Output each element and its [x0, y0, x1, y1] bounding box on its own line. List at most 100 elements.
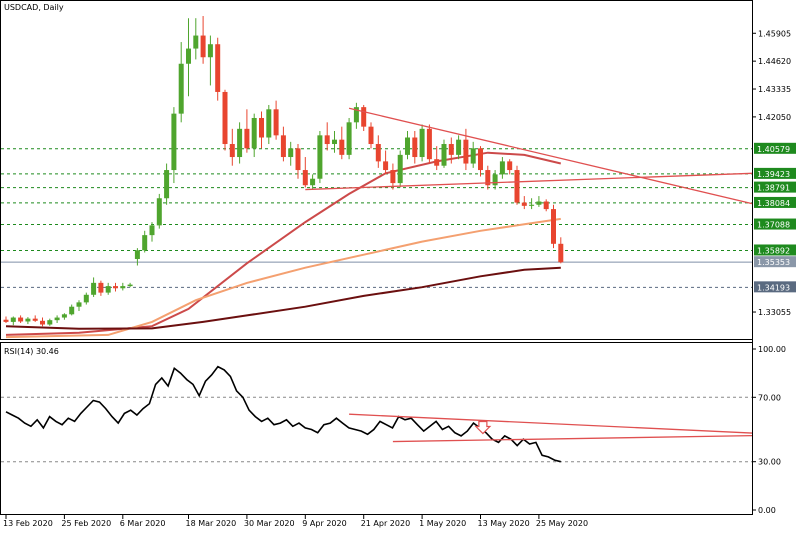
candle-body — [142, 235, 148, 251]
rsi-pane-border — [0, 342, 753, 515]
candle-body — [499, 161, 505, 175]
candle-body — [134, 250, 140, 259]
candle-body — [251, 117, 257, 149]
candle-body — [288, 148, 294, 158]
candle-body — [244, 128, 250, 149]
candle-body — [3, 319, 9, 322]
candle-body — [536, 201, 542, 205]
candle-body — [383, 161, 389, 171]
candle-body — [186, 48, 191, 64]
axes: 1.45905 1.44620 1.43335 1.42050 1.33055 100.0… — [752, 29, 791, 515]
candle-body — [419, 128, 425, 158]
candle-body — [91, 282, 97, 295]
candle-body — [164, 170, 170, 199]
candle-body — [551, 209, 556, 244]
trendlines — [305, 107, 753, 205]
candle-body — [514, 170, 520, 203]
price-tick-label: 1.33055 — [758, 308, 791, 317]
x-tick-label: 13 Feb 2020 — [3, 519, 53, 528]
level-price-label: 1.35892 — [757, 246, 790, 255]
candle-body — [10, 317, 16, 322]
x-tick-label: 21 Apr 2020 — [361, 519, 410, 528]
candle-body — [543, 201, 549, 210]
candle-body — [61, 314, 67, 318]
candle-body — [456, 139, 462, 155]
x-tick-label: 6 Mar 2020 — [120, 519, 166, 528]
candle-body — [507, 161, 513, 171]
rsi-tick-label: 100.00 — [758, 345, 786, 354]
candle-body — [463, 139, 469, 164]
level-price-tag — [754, 244, 796, 256]
x-axis: 13 Feb 2020 25 Feb 2020 6 Mar 2020 18 Mar 2… — [3, 515, 588, 528]
moving-average-line — [5, 266, 561, 330]
candle-body — [302, 170, 308, 186]
candle-body — [120, 286, 126, 289]
candle-body — [98, 282, 104, 293]
candle-body — [353, 107, 359, 123]
candle-body — [237, 128, 243, 158]
candle-body — [310, 178, 316, 186]
candle-body — [397, 154, 403, 184]
x-tick-label: 9 Apr 2020 — [302, 519, 346, 528]
candle-body — [229, 144, 235, 158]
candle-body — [273, 109, 279, 136]
candle-body — [25, 318, 31, 322]
candle-body — [317, 135, 323, 179]
rsi-trendline — [392, 434, 753, 443]
candle-body — [47, 320, 53, 325]
level-price-label: 1.40579 — [757, 145, 790, 154]
candle-body — [375, 144, 381, 162]
main-pane-border — [0, 0, 753, 340]
candle-body — [178, 63, 184, 114]
price-trendline — [348, 107, 753, 205]
candle-body — [346, 122, 352, 155]
level-price-tag — [754, 181, 796, 193]
candle-body — [521, 202, 527, 206]
candle-body — [529, 204, 535, 206]
candle-body — [266, 109, 272, 138]
x-tick-label: 30 Mar 2020 — [244, 519, 295, 528]
price-trendline — [305, 172, 753, 191]
moving-averages — [5, 151, 562, 339]
x-tick-label: 13 May 2020 — [478, 519, 530, 528]
candle-body — [295, 148, 301, 171]
candle-body — [69, 306, 75, 315]
candle-body — [434, 159, 440, 166]
candle-body — [40, 320, 45, 325]
candle-body — [426, 128, 432, 160]
candle-body — [332, 139, 337, 145]
moving-average-line — [5, 151, 562, 336]
candle-body — [324, 135, 330, 145]
level-price-label: 1.37088 — [757, 221, 790, 230]
level-price-label: 1.38084 — [757, 199, 790, 208]
candlesticks — [3, 16, 564, 327]
down-arrow-icon — [474, 420, 492, 435]
level-price-tag — [754, 196, 796, 208]
symbol-label: USDCAD, Daily — [4, 3, 64, 12]
candle-body — [149, 225, 155, 236]
candle-body — [441, 144, 447, 166]
candle-body — [171, 113, 177, 171]
level-price-tag — [754, 281, 796, 293]
candle-body — [32, 318, 38, 321]
candle-body — [492, 174, 498, 186]
candle-body — [478, 148, 483, 171]
x-tick-label: 25 May 2020 — [536, 519, 588, 528]
candle-body — [405, 137, 410, 155]
candle-body — [54, 317, 60, 321]
rsi-trendline — [349, 413, 753, 434]
candle-body — [18, 317, 24, 322]
level-price-tag — [754, 218, 796, 230]
candle-body — [207, 44, 213, 58]
level-price-label: 1.35353 — [757, 258, 790, 267]
level-price-label: 1.39423 — [757, 170, 790, 179]
level-price-label: 1.38791 — [757, 184, 790, 193]
candle-body — [156, 198, 162, 226]
candle-body — [412, 137, 418, 158]
candle-body — [485, 170, 491, 186]
level-price-tag — [754, 256, 796, 268]
moving-average-line — [5, 217, 561, 339]
candle-body — [127, 284, 133, 287]
rsi-label: RSI(14) 30.46 — [4, 347, 59, 356]
